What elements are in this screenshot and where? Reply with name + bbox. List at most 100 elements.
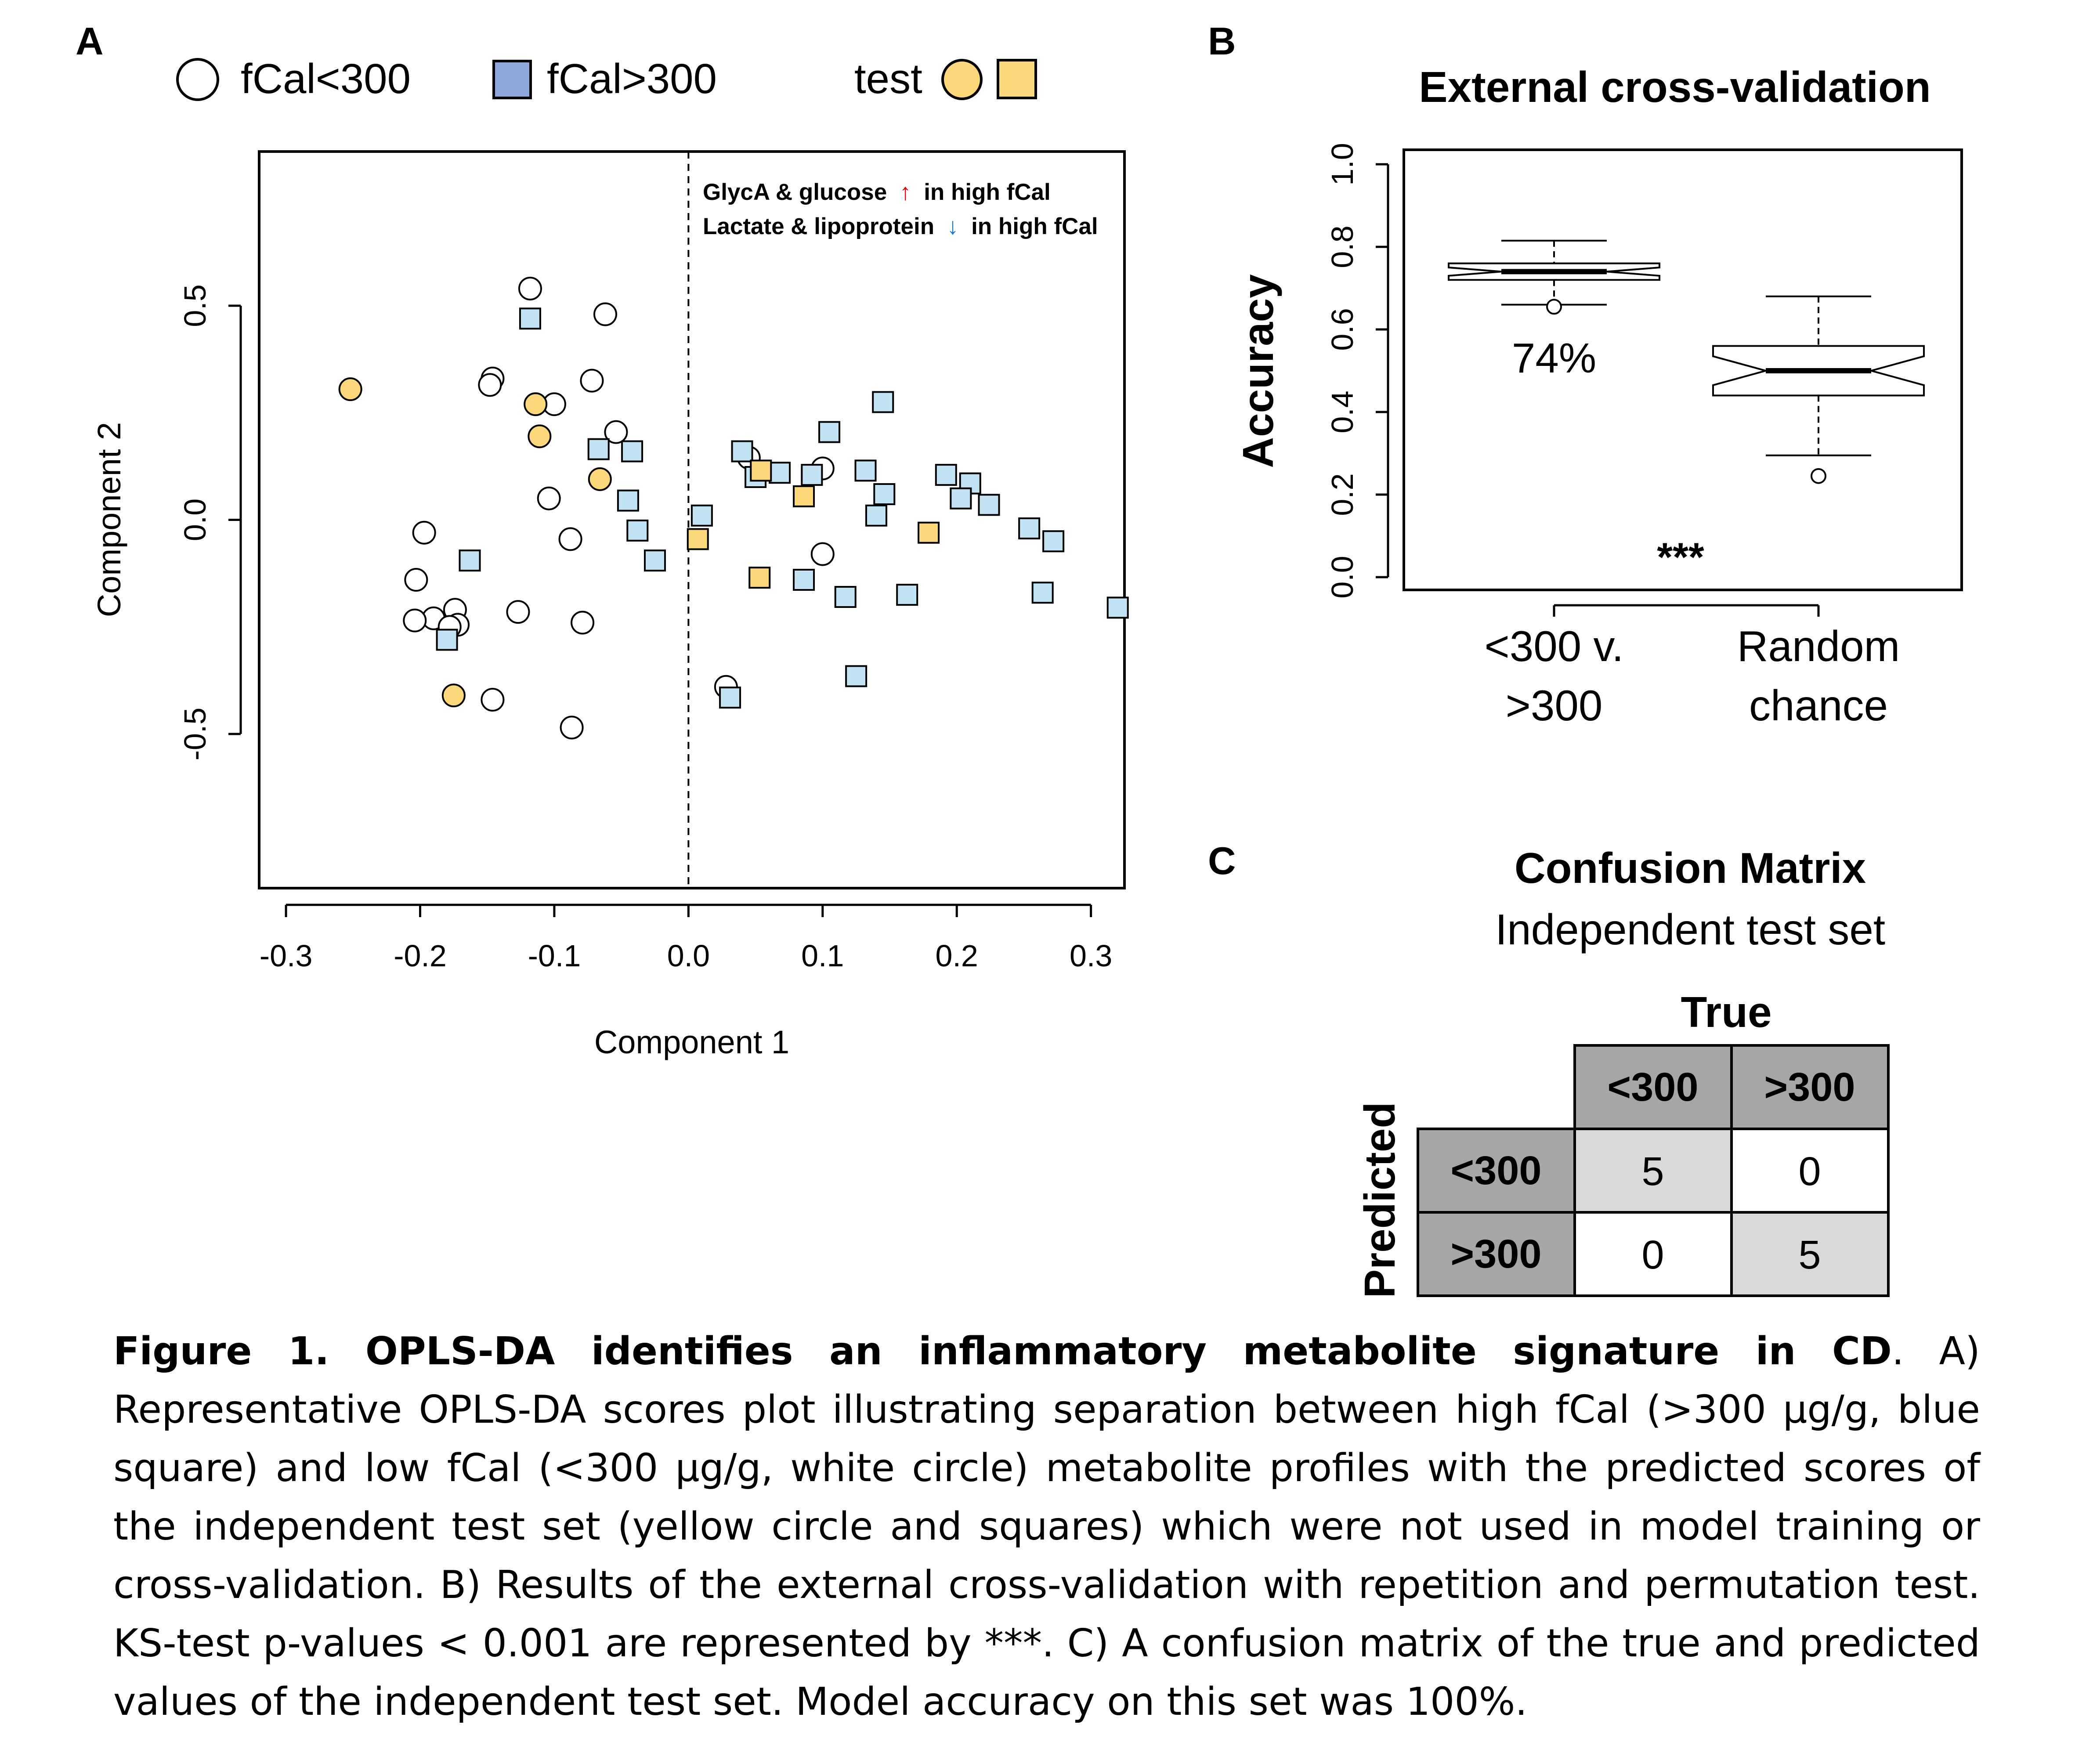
scatter-axes: -0.3 -0.2 -0.1 0.0 0.1 0.2 0.3 -0.5 0.0 0.5 bbox=[178, 152, 1112, 973]
scatter-point-circle bbox=[528, 424, 552, 448]
legend-circle-white bbox=[176, 58, 219, 101]
row-header-lt: <300 bbox=[1450, 1148, 1541, 1193]
scatter-point-circle bbox=[560, 716, 584, 740]
box-y-tick-label: 0.0 bbox=[1325, 556, 1359, 598]
x-tick-label: 0.1 bbox=[801, 939, 844, 973]
x-tick-label: 0.3 bbox=[1070, 939, 1112, 973]
cell-value-lt-lt: 5 bbox=[1641, 1149, 1664, 1194]
scatter-point-square bbox=[769, 462, 791, 484]
scatter-point-square bbox=[1042, 530, 1065, 553]
scatter-point-square bbox=[719, 687, 741, 709]
scatter-point-square bbox=[687, 528, 709, 550]
legend-high-label: fCal>300 bbox=[547, 55, 717, 102]
category-2-line-1: Random bbox=[1737, 622, 1900, 670]
boxplot-title: External cross-validation bbox=[1419, 63, 1931, 111]
x-tick-label: 0.0 bbox=[667, 939, 710, 973]
scatter-point-square bbox=[436, 629, 458, 651]
annotation-1-before: GlycA & glucose bbox=[703, 179, 887, 205]
annotation-line-2: Lactate & lipoprotein ↓ in high fCal bbox=[703, 213, 1098, 239]
confusion-subtitle: Independent test set bbox=[1495, 905, 1885, 954]
annotation-2-before: Lactate & lipoprotein bbox=[703, 213, 934, 239]
scatter-point-square bbox=[1018, 517, 1041, 539]
scatter-ylabel: Component 2 bbox=[91, 422, 127, 617]
panel-c-letter: C bbox=[1208, 839, 1236, 882]
annotation-2-after: in high fCal bbox=[971, 213, 1098, 239]
up-arrow-icon: ↑ bbox=[900, 179, 911, 205]
scatter-point-square bbox=[872, 391, 894, 413]
scatter-point-square bbox=[748, 567, 771, 589]
annotation-1-after: in high fCal bbox=[924, 179, 1051, 205]
scatter-xlabel: Component 1 bbox=[594, 1024, 789, 1060]
true-axis-label: True bbox=[1681, 988, 1772, 1036]
scatter-point-square bbox=[459, 549, 481, 572]
scatter-point-square bbox=[818, 421, 841, 443]
scatter-point-circle bbox=[518, 277, 542, 300]
row-header-gt-cell bbox=[1417, 1211, 1576, 1297]
scatter-point-square bbox=[865, 504, 887, 527]
cell-gt-gt bbox=[1730, 1211, 1890, 1297]
legend-square-blue bbox=[492, 60, 532, 99]
scatter-point-circle bbox=[593, 302, 617, 326]
predicted-axis-label: Predicted bbox=[1356, 1102, 1404, 1298]
scatter-point-circle bbox=[478, 373, 502, 397]
scatter-point-square bbox=[750, 459, 772, 482]
box1-accuracy-label: 74% bbox=[1512, 335, 1596, 382]
x-tick-label: -0.2 bbox=[394, 939, 447, 973]
scatter-points bbox=[338, 277, 1129, 740]
legend-square-yellow bbox=[997, 59, 1037, 99]
scatter-point-square bbox=[621, 440, 643, 463]
scatter-point-square bbox=[834, 586, 857, 608]
scatter-point-square bbox=[731, 440, 753, 463]
scatter-point-square bbox=[690, 504, 713, 527]
panel-b-letter: B bbox=[1208, 19, 1236, 63]
cell-lt-lt bbox=[1573, 1128, 1733, 1214]
scatter-point-circle bbox=[810, 542, 835, 566]
scatter-point-square bbox=[519, 307, 541, 330]
significance-stars: *** bbox=[1657, 535, 1704, 580]
legend-test-label: test bbox=[854, 55, 922, 102]
row-header-gt: >300 bbox=[1450, 1232, 1541, 1276]
scatter-point-circle bbox=[604, 420, 628, 444]
box-y-tick-label: 0.2 bbox=[1325, 473, 1359, 516]
category-1-line-2: >300 bbox=[1506, 681, 1603, 730]
x-tick-label: 0.2 bbox=[936, 939, 978, 973]
caption-text: . A) Representative OPLS-DA scores plot … bbox=[113, 1329, 1980, 1724]
legend-circle-yellow bbox=[941, 59, 983, 100]
cell-lt-gt bbox=[1730, 1128, 1890, 1214]
confusion-matrix: <300 >300 <300 >300 5 0 0 5 bbox=[1417, 1044, 1890, 1297]
scatter-point-circle bbox=[506, 600, 530, 624]
box-y-tick-label: 0.4 bbox=[1325, 390, 1359, 433]
scatter-point-circle bbox=[588, 467, 612, 491]
scatter-point-square bbox=[873, 483, 896, 505]
figure-canvas: A fCal<300 fCal>300 test -0.3 -0.2 -0.1 0.0… bbox=[76, 19, 1963, 1298]
boxplot-frame bbox=[1403, 148, 1963, 591]
scatter-point-square bbox=[626, 519, 649, 542]
box-y-tick-label: 0.8 bbox=[1325, 225, 1359, 268]
scatter-point-square bbox=[801, 464, 823, 486]
cell-value-lt-gt: 0 bbox=[1798, 1149, 1821, 1194]
x-tick-label: -0.1 bbox=[528, 939, 581, 973]
box-y-tick-label: 0.6 bbox=[1325, 308, 1359, 351]
scatter-point-square bbox=[950, 487, 972, 510]
down-arrow-icon: ↓ bbox=[947, 213, 959, 239]
scatter-plot-frame bbox=[258, 150, 1126, 889]
scatter-point-circle bbox=[403, 608, 427, 633]
scatter-point-circle bbox=[537, 486, 561, 510]
scatter-point-circle bbox=[404, 568, 428, 592]
outlier-point bbox=[1811, 468, 1826, 484]
y-tick-label: 0.0 bbox=[178, 499, 212, 541]
scatter-point-circle bbox=[481, 688, 505, 712]
boxplot-ylabel: Accuracy bbox=[1234, 274, 1282, 468]
y-tick-label: -0.5 bbox=[178, 708, 212, 761]
panel-a-letter: A bbox=[76, 19, 104, 63]
scatter-point-square bbox=[845, 665, 868, 687]
outlier-point bbox=[1546, 299, 1562, 315]
scatter-point-circle bbox=[338, 377, 362, 401]
scatter-legend: fCal<300 fCal>300 test bbox=[176, 55, 1037, 102]
scatter-point-circle bbox=[412, 521, 436, 545]
cell-value-gt-lt: 0 bbox=[1641, 1233, 1664, 1277]
scatter-point-square bbox=[918, 521, 940, 544]
category-1-line-1: <300 v. bbox=[1485, 622, 1624, 670]
scatter-point-circle bbox=[580, 369, 604, 393]
annotation-line-1: GlycA & glucose ↑ in high fCal bbox=[703, 179, 1051, 205]
